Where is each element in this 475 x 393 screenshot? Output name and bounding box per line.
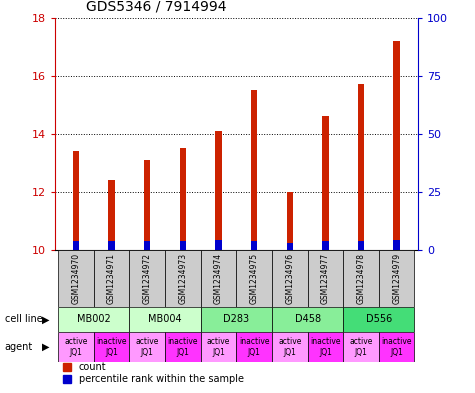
Text: GSM1234975: GSM1234975: [250, 252, 258, 304]
Text: GDS5346 / 7914994: GDS5346 / 7914994: [86, 0, 226, 14]
Text: ▶: ▶: [42, 314, 50, 324]
Text: GSM1234974: GSM1234974: [214, 252, 223, 304]
Bar: [251, 90, 257, 250]
Bar: [73, 151, 79, 250]
Text: active
JQ1: active JQ1: [349, 337, 373, 356]
Text: active
JQ1: active JQ1: [207, 337, 230, 356]
Bar: [215, 131, 222, 250]
Bar: [144, 241, 151, 250]
Text: MB002: MB002: [77, 314, 111, 324]
Text: ▶: ▶: [42, 342, 50, 352]
Bar: [358, 84, 364, 250]
FancyBboxPatch shape: [129, 307, 201, 332]
FancyBboxPatch shape: [201, 307, 272, 332]
FancyBboxPatch shape: [201, 250, 237, 307]
Bar: [393, 41, 400, 250]
Bar: [144, 160, 151, 250]
FancyBboxPatch shape: [343, 250, 379, 307]
Text: cell line: cell line: [5, 314, 42, 324]
Bar: [286, 191, 293, 250]
FancyBboxPatch shape: [94, 250, 129, 307]
Bar: [286, 242, 293, 250]
FancyBboxPatch shape: [129, 250, 165, 307]
FancyBboxPatch shape: [272, 332, 308, 362]
Text: GSM1234970: GSM1234970: [72, 252, 80, 304]
Bar: [180, 148, 186, 250]
Bar: [358, 241, 364, 250]
Text: inactive
JQ1: inactive JQ1: [96, 337, 127, 356]
Bar: [108, 180, 115, 250]
Text: active
JQ1: active JQ1: [64, 337, 88, 356]
FancyBboxPatch shape: [343, 307, 414, 332]
FancyBboxPatch shape: [343, 332, 379, 362]
Text: D283: D283: [223, 314, 249, 324]
FancyBboxPatch shape: [272, 307, 343, 332]
Text: GSM1234972: GSM1234972: [143, 253, 152, 303]
Text: active
JQ1: active JQ1: [135, 337, 159, 356]
Text: GSM1234976: GSM1234976: [285, 252, 294, 304]
Bar: [251, 241, 257, 250]
Bar: [393, 240, 400, 250]
Bar: [215, 240, 222, 250]
FancyBboxPatch shape: [94, 332, 129, 362]
Text: agent: agent: [5, 342, 33, 352]
Bar: [73, 241, 79, 250]
FancyBboxPatch shape: [308, 250, 343, 307]
FancyBboxPatch shape: [165, 250, 201, 307]
Text: inactive
JQ1: inactive JQ1: [381, 337, 412, 356]
FancyBboxPatch shape: [237, 250, 272, 307]
FancyBboxPatch shape: [379, 250, 414, 307]
Text: inactive
JQ1: inactive JQ1: [239, 337, 269, 356]
FancyBboxPatch shape: [58, 332, 94, 362]
Bar: [322, 116, 329, 250]
Text: D556: D556: [366, 314, 392, 324]
Text: GSM1234977: GSM1234977: [321, 252, 330, 304]
FancyBboxPatch shape: [165, 332, 201, 362]
FancyBboxPatch shape: [379, 332, 414, 362]
FancyBboxPatch shape: [272, 250, 308, 307]
FancyBboxPatch shape: [237, 332, 272, 362]
Bar: [322, 241, 329, 250]
FancyBboxPatch shape: [308, 332, 343, 362]
FancyBboxPatch shape: [201, 332, 237, 362]
Text: active
JQ1: active JQ1: [278, 337, 302, 356]
Text: MB004: MB004: [148, 314, 182, 324]
Text: inactive
JQ1: inactive JQ1: [168, 337, 198, 356]
Text: GSM1234971: GSM1234971: [107, 253, 116, 303]
Bar: [180, 241, 186, 250]
Bar: [108, 241, 115, 250]
Text: GSM1234973: GSM1234973: [179, 252, 187, 304]
Text: D458: D458: [294, 314, 321, 324]
Legend: count, percentile rank within the sample: count, percentile rank within the sample: [59, 358, 248, 388]
FancyBboxPatch shape: [129, 332, 165, 362]
FancyBboxPatch shape: [58, 250, 94, 307]
Text: inactive
JQ1: inactive JQ1: [310, 337, 341, 356]
FancyBboxPatch shape: [58, 307, 129, 332]
Text: GSM1234978: GSM1234978: [357, 253, 365, 303]
Text: GSM1234979: GSM1234979: [392, 252, 401, 304]
